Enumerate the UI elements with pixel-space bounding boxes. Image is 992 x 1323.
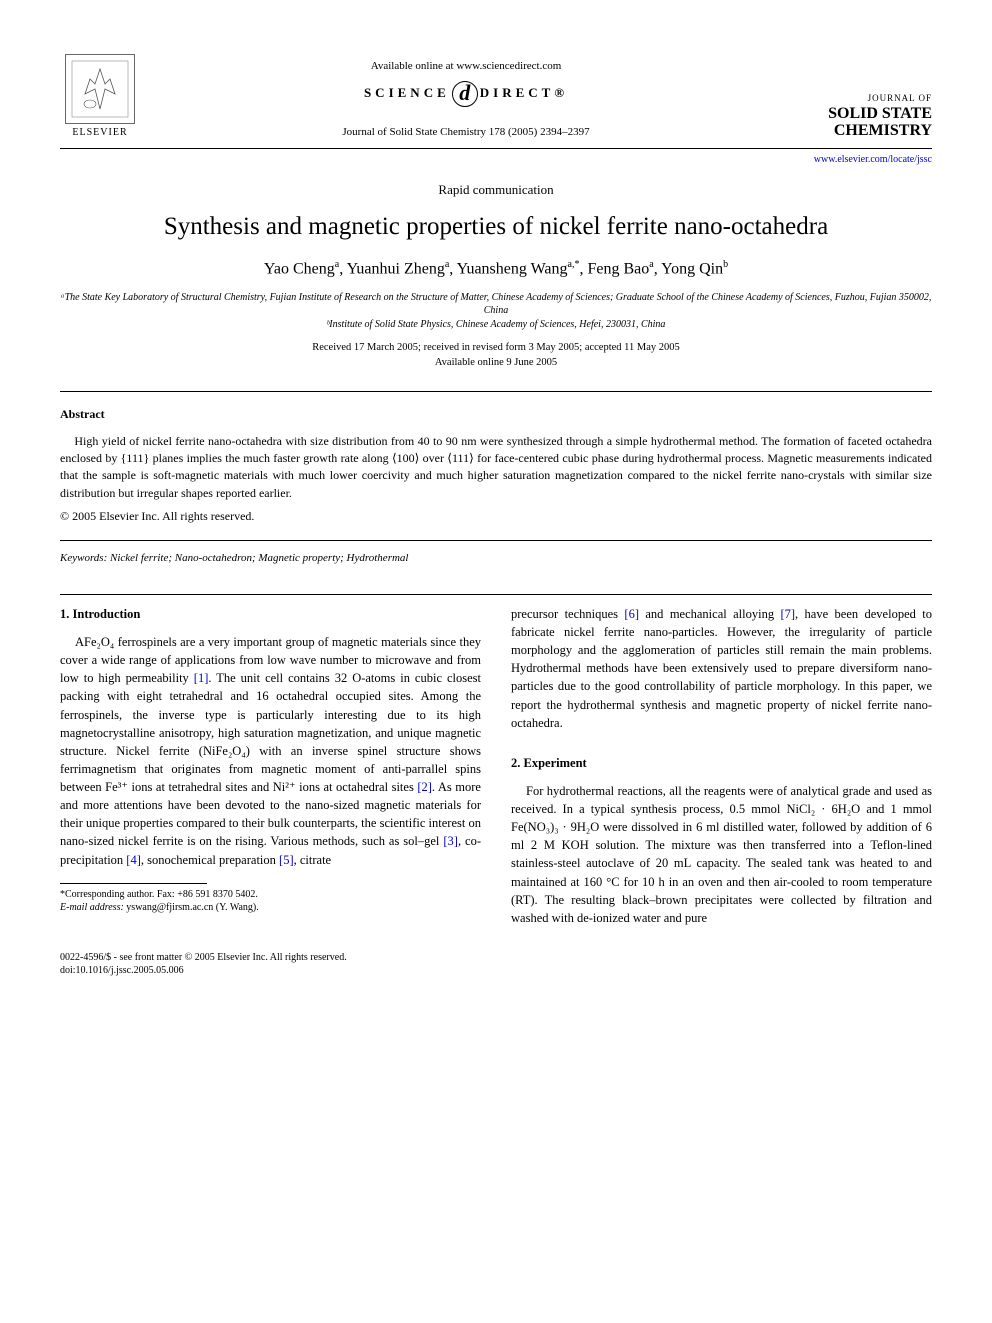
elsevier-logo: ELSEVIER (60, 50, 140, 140)
experiment-heading: 2. Experiment (511, 754, 932, 772)
intro-text-f: , citrate (294, 853, 331, 867)
abstract-text: High yield of nickel ferrite nano-octahe… (60, 433, 932, 526)
col2-text-b: and mechanical alloying (639, 607, 780, 621)
received-date: Received 17 March 2005; received in revi… (60, 341, 932, 356)
ref-link-4[interactable]: [4] (126, 853, 141, 867)
intro-heading: 1. Introduction (60, 605, 481, 623)
col2-text-a: precursor techniques (511, 607, 624, 621)
sciencedirect-logo: SCIENCEdDIRECT® (160, 81, 772, 107)
email-address[interactable]: yswang@fjirsm.ac.cn (Y. Wang). (126, 902, 258, 913)
intro-text-b: . The unit cell contains 32 O-atoms in c… (60, 671, 481, 794)
article-dates: Received 17 March 2005; received in revi… (60, 341, 932, 370)
keywords-rule (60, 594, 932, 595)
article-title: Synthesis and magnetic properties of nic… (60, 209, 932, 244)
email-footnote: E-mail address: yswang@fjirsm.ac.cn (Y. … (60, 901, 481, 914)
journal-reference: Journal of Solid State Chemistry 178 (20… (160, 125, 772, 140)
affiliation-b: ᵇInstitute of Solid State Physics, Chine… (60, 318, 932, 332)
sd-right: DIRECT® (480, 85, 568, 100)
intro-continuation: precursor techniques [6] and mechanical … (511, 605, 932, 732)
abstract-copyright: © 2005 Elsevier Inc. All rights reserved… (60, 508, 932, 525)
sd-at-icon: d (452, 81, 478, 107)
corresponding-footnote: *Corresponding author. Fax: +86 591 8370… (60, 888, 481, 901)
article-type: Rapid communication (60, 181, 932, 199)
footer-doi: doi:10.1016/j.jssc.2005.05.006 (60, 964, 932, 977)
keywords-line: Keywords: Nickel ferrite; Nano-octahedro… (60, 551, 932, 566)
ref-link-7[interactable]: [7] (780, 607, 795, 621)
abstract-body: High yield of nickel ferrite nano-octahe… (60, 433, 932, 503)
keywords-label: Keywords: (60, 552, 107, 564)
authors-list: Yao Chenga, Yuanhui Zhenga, Yuansheng Wa… (60, 258, 932, 281)
available-date: Available online 9 June 2005 (60, 356, 932, 371)
intro-paragraph: AFe₂O₄ ferrospinels are a very important… (60, 633, 481, 869)
footnote-separator (60, 883, 207, 884)
ref-link-2[interactable]: [2] (417, 780, 432, 794)
elsevier-label: ELSEVIER (72, 126, 127, 140)
available-online-text: Available online at www.sciencedirect.co… (160, 59, 772, 74)
journal-logo-block: JOURNAL OF SOLID STATE CHEMISTRY (792, 92, 932, 140)
journal-of-label: JOURNAL OF (792, 92, 932, 105)
col2-text-c: , have been developed to fabricate nicke… (511, 607, 932, 730)
column-left: 1. Introduction AFe₂O₄ ferrospinels are … (60, 605, 481, 927)
column-right: precursor techniques [6] and mechanical … (511, 605, 932, 927)
affiliation-a: ᵃThe State Key Laboratory of Structural … (60, 291, 932, 318)
elsevier-tree-icon (65, 54, 135, 124)
header-row: ELSEVIER Available online at www.science… (60, 50, 932, 140)
abstract-section: Abstract High yield of nickel ferrite na… (60, 391, 932, 541)
body-columns: 1. Introduction AFe₂O₄ ferrospinels are … (60, 605, 932, 927)
experiment-paragraph: For hydrothermal reactions, all the reag… (511, 782, 932, 927)
ref-link-5[interactable]: [5] (279, 853, 294, 867)
keywords-text: Nickel ferrite; Nano-octahedron; Magneti… (110, 552, 408, 564)
ref-link-3[interactable]: [3] (443, 834, 458, 848)
abstract-heading: Abstract (60, 406, 932, 423)
header-rule (60, 148, 932, 149)
footer-copyright: 0022-4596/$ - see front matter © 2005 El… (60, 951, 932, 964)
page-footer: 0022-4596/$ - see front matter © 2005 El… (60, 951, 932, 977)
journal-url-link[interactable]: www.elsevier.com/locate/jssc (60, 153, 932, 167)
sd-left: SCIENCE (364, 85, 450, 100)
affiliations: ᵃThe State Key Laboratory of Structural … (60, 291, 932, 332)
intro-text-e: , sonochemical preparation (141, 853, 279, 867)
ref-link-6[interactable]: [6] (624, 607, 639, 621)
email-label: E-mail address: (60, 902, 124, 913)
journal-name-line1: SOLID STATE (792, 105, 932, 123)
journal-name-line2: CHEMISTRY (792, 122, 932, 140)
ref-link-1[interactable]: [1] (194, 671, 209, 685)
center-header: Available online at www.sciencedirect.co… (140, 59, 792, 140)
